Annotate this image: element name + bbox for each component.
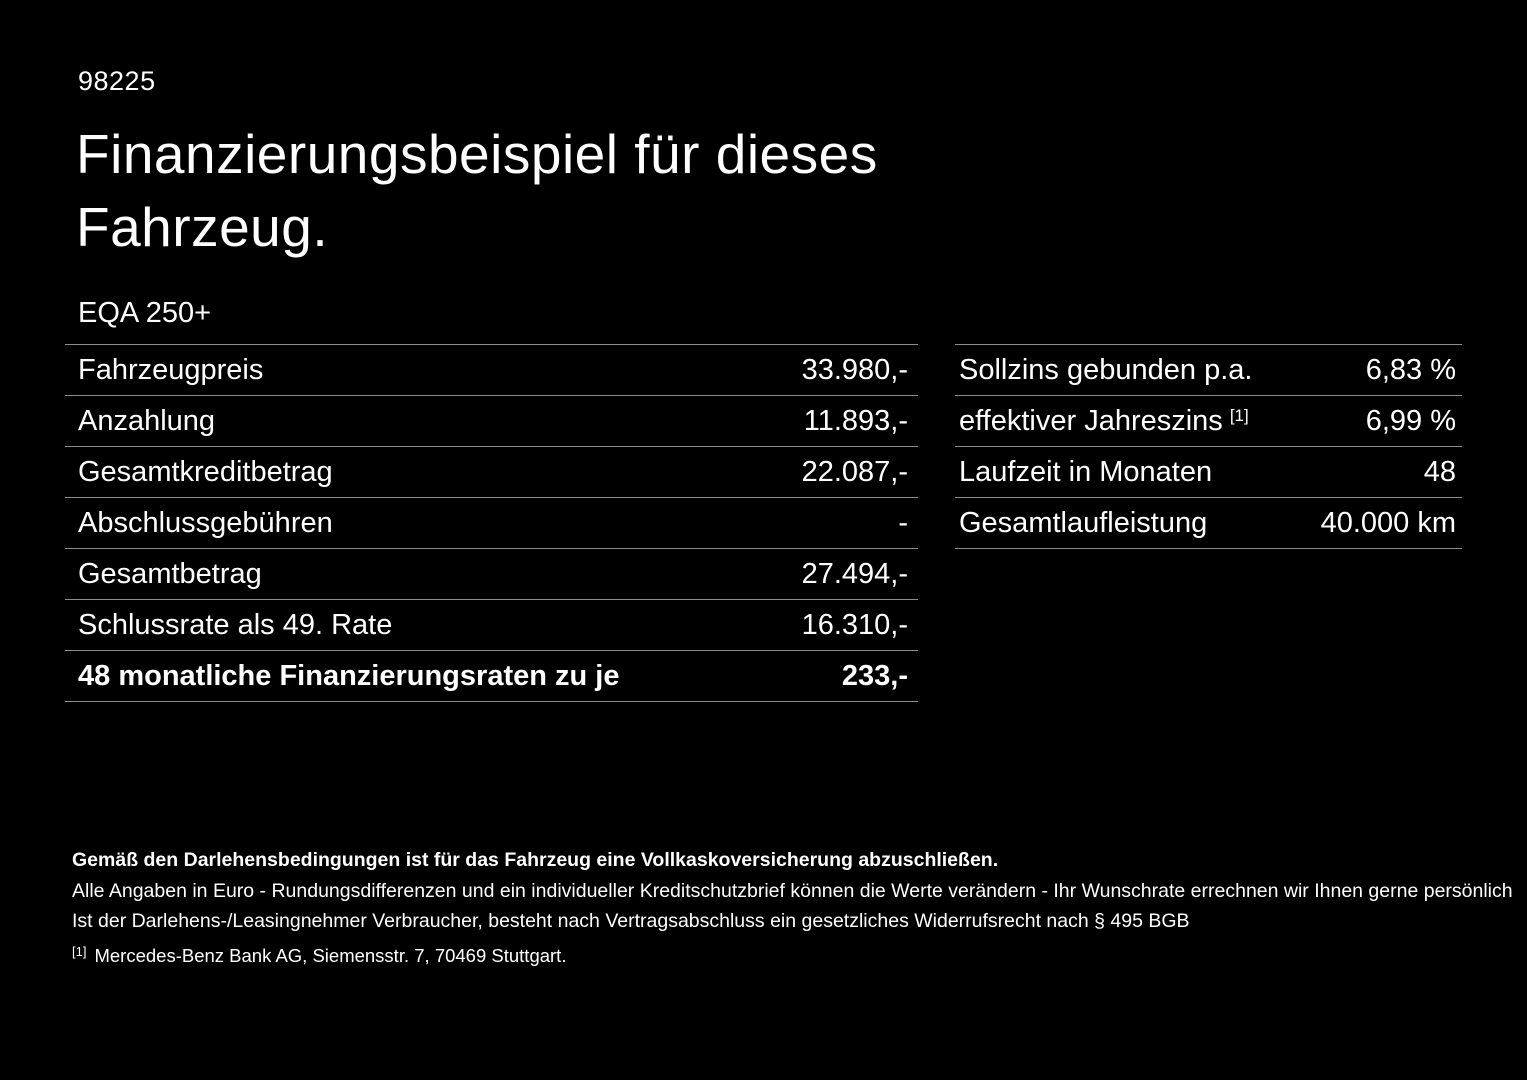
vehicle-model: EQA 250+ (78, 297, 212, 329)
page-title-line1: Finanzierungsbeispiel für dieses (76, 123, 878, 185)
row-label: Gesamtkreditbetrag (78, 455, 333, 488)
row-value: 27.494,- (801, 557, 908, 590)
rounding-note: Alle Angaben in Euro - Rundungsdifferenz… (72, 880, 1513, 902)
row-label: 48 monatliche Finanzierungsraten zu je (78, 659, 620, 692)
finance-table: Fahrzeugpreis 33.980,- Anzahlung 11.893,… (65, 344, 918, 702)
insurance-note: Gemäß den Darlehensbedingungen ist für d… (72, 849, 999, 871)
row-label: Laufzeit in Monaten (959, 455, 1213, 488)
table-row-schlussrate: Schlussrate als 49. Rate 16.310,- (65, 599, 918, 650)
row-value: 48 (1423, 455, 1456, 488)
table-row-monatsrate: 48 monatliche Finanzierungsraten zu je 2… (65, 650, 918, 701)
table-row-fahrzeugpreis: Fahrzeugpreis 33.980,- (65, 344, 918, 395)
table-row-gesamtkreditbetrag: Gesamtkreditbetrag 22.087,- (65, 446, 918, 497)
row-value: 16.310,- (801, 608, 908, 641)
footnote-text: Mercedes-Benz Bank AG, Siemensstr. 7, 70… (94, 945, 567, 966)
row-label: effektiver Jahreszins [1] (959, 405, 1249, 438)
row-label: Abschlussgebühren (78, 506, 333, 539)
footnote: [1] Mercedes-Benz Bank AG, Siemensstr. 7,… (72, 944, 1467, 968)
table-row-effektiver-jahreszins: effektiver Jahreszins [1] 6,99 % (955, 395, 1462, 446)
row-label: Anzahlung (78, 404, 216, 437)
table-row-abschlussgebuehren: Abschlussgebühren - (65, 497, 918, 548)
footnote-marker: [1] (72, 944, 87, 959)
row-value: 11.893,- (803, 404, 908, 437)
row-label: Fahrzeugpreis (78, 353, 264, 386)
row-label: Gesamtlaufleistung (959, 506, 1208, 539)
row-value: 33.980,- (801, 353, 908, 386)
row-value: - (898, 506, 908, 539)
page-title-line2: Fahrzeug. (76, 195, 329, 258)
row-label: Schlussrate als 49. Rate (78, 608, 393, 641)
conditions-table: Sollzins gebunden p.a. 6,83 % effektiver… (955, 344, 1462, 549)
withdrawal-note: Ist der Darlehens-/Leasingnehmer Verbrau… (72, 910, 1190, 932)
row-label-text: effektiver Jahreszins (959, 404, 1223, 437)
table-row-gesamtlaufleistung: Gesamtlaufleistung 40.000 km (955, 497, 1462, 548)
row-value: 233,- (841, 659, 908, 692)
row-value: 40.000 km (1320, 506, 1456, 539)
row-value: 22.087,- (801, 455, 908, 488)
row-label: Sollzins gebunden p.a. (959, 353, 1253, 386)
table-row-laufzeit: Laufzeit in Monaten 48 (955, 446, 1462, 497)
row-label: Gesamtbetrag (78, 557, 262, 590)
footnote-ref-icon: [1] (1229, 405, 1249, 425)
row-value: 6,83 % (1365, 353, 1456, 386)
table-row-sollzins: Sollzins gebunden p.a. 6,83 % (955, 344, 1462, 395)
page-title: Finanzierungsbeispiel für dieses Fahrzeug… (76, 118, 878, 263)
row-value: 6,99 % (1365, 404, 1456, 437)
table-row-anzahlung: Anzahlung 11.893,- (65, 395, 918, 446)
table-row-gesamtbetrag: Gesamtbetrag 27.494,- (65, 548, 918, 599)
document-id: 98225 (78, 66, 156, 96)
